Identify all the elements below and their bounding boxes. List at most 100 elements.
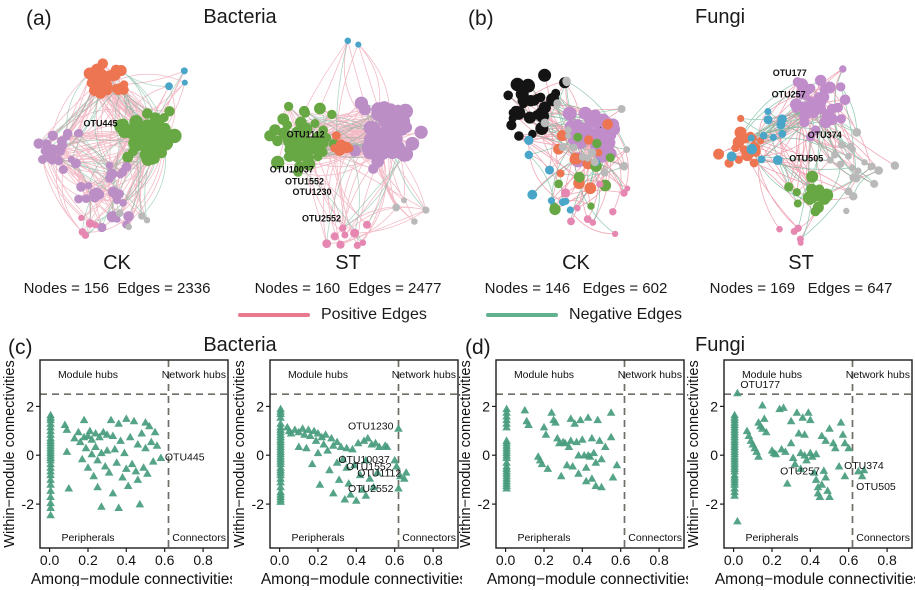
- svg-text:0.8: 0.8: [877, 552, 897, 568]
- svg-text:OTU1112: OTU1112: [357, 467, 401, 479]
- scatter-points: [502, 404, 622, 492]
- quadrant-peripherals: Peripherals: [291, 532, 344, 544]
- svg-text:-2: -2: [478, 496, 491, 512]
- quadrant-network-hubs: Network hubs: [846, 369, 910, 381]
- quadrant-peripherals: Peripherals: [745, 532, 798, 544]
- svg-text:OTU257: OTU257: [772, 90, 806, 100]
- scatter-fungi-st: 0.0 0.2 0.4 0.6 0.8 -2 0 2 Module hubs Network hu…: [686, 359, 915, 586]
- svg-text:-2: -2: [706, 496, 719, 512]
- quadrant-module-hubs: Module hubs: [742, 369, 802, 381]
- svg-text:0.4: 0.4: [347, 552, 367, 568]
- plot-frame: [723, 359, 913, 549]
- svg-text:0.8: 0.8: [423, 552, 443, 568]
- positive-edge-label: Positive Edges: [321, 306, 427, 323]
- svg-text:0: 0: [26, 447, 34, 463]
- point-labels: OTU445: [165, 452, 205, 464]
- svg-text:0.2: 0.2: [534, 552, 554, 568]
- panel-b-title: Fungi: [694, 6, 746, 28]
- nodes-group: [33, 58, 188, 239]
- scatter-bacteria-ck: 0.0 0.2 0.4 0.6 0.8 -2 0 2 Module hubs Network hu…: [2, 359, 232, 586]
- svg-text:OTU10037: OTU10037: [270, 165, 314, 175]
- stats-bacteria-ck: Nodes = 156 Edges = 2336: [23, 280, 211, 297]
- nodes-group: [264, 37, 430, 249]
- svg-text:0: 0: [482, 447, 490, 463]
- svg-text:OTU257: OTU257: [780, 466, 820, 478]
- quadrant-connectors: Connectors: [856, 532, 910, 544]
- quadrant-connectors: Connectors: [628, 532, 682, 544]
- panel-d-tag: (d): [465, 336, 491, 359]
- panel-a-title: Bacteria: [203, 6, 277, 28]
- svg-text:0.0: 0.0: [270, 552, 290, 568]
- condition-label-bacteria-ck: CK: [103, 252, 131, 274]
- svg-text:0.8: 0.8: [193, 552, 213, 568]
- quadrant-connectors: Connectors: [172, 532, 226, 544]
- svg-text:0.2: 0.2: [762, 552, 782, 568]
- svg-text:0.6: 0.6: [839, 552, 859, 568]
- network-fungi-ck: [503, 68, 631, 238]
- svg-text:OTU445: OTU445: [165, 452, 205, 464]
- svg-text:0.4: 0.4: [573, 552, 593, 568]
- svg-text:2: 2: [26, 398, 34, 414]
- nodes-group: [713, 65, 900, 246]
- edge-legend: Positive Edges Negative Edges: [238, 306, 682, 324]
- svg-text:-2: -2: [252, 496, 265, 512]
- node-labels-group: OTU445: [83, 119, 117, 129]
- positive-edge-line-swatch: [238, 313, 310, 317]
- y-axis-label: Within−module connectivities: [686, 360, 702, 547]
- svg-text:OTU445: OTU445: [83, 119, 117, 129]
- svg-text:OTU1552: OTU1552: [285, 176, 324, 186]
- svg-text:0.0: 0.0: [724, 552, 744, 568]
- svg-text:0.4: 0.4: [117, 552, 137, 568]
- svg-text:0: 0: [710, 447, 718, 463]
- scatter-points: [46, 410, 166, 519]
- svg-text:OTU1112: OTU1112: [287, 130, 325, 140]
- condition-label-fungi-ck: CK: [562, 252, 590, 274]
- y-axis-label: Within−module connectivities: [458, 360, 474, 547]
- y-axis-label: Within−module connectivities: [232, 360, 248, 547]
- svg-text:-2: -2: [22, 496, 35, 512]
- svg-text:OTU374: OTU374: [844, 460, 884, 472]
- x-axis-label: Among−module connectivities: [715, 571, 915, 586]
- quadrant-network-hubs: Network hubs: [162, 369, 226, 381]
- panel-b-tag: (b): [468, 7, 494, 30]
- x-axis-label: Among−module connectivities: [31, 571, 232, 586]
- svg-text:2: 2: [256, 398, 264, 414]
- scatter-fungi-ck: 0.0 0.2 0.4 0.6 0.8 -2 0 2 Module hubs Network hu…: [458, 359, 688, 586]
- negative-edge-label: Negative Edges: [569, 306, 682, 323]
- quadrant-module-hubs: Module hubs: [514, 369, 574, 381]
- condition-label-fungi-st: ST: [788, 252, 814, 274]
- svg-text:OTU1552: OTU1552: [346, 461, 392, 473]
- panel-d-title: Fungi: [694, 334, 746, 356]
- quadrant-network-hubs: Network hubs: [618, 369, 682, 381]
- stats-fungi-ck: Nodes = 146 Edges = 602: [484, 280, 668, 297]
- svg-text:0.6: 0.6: [155, 552, 175, 568]
- scatter-points: [276, 404, 411, 505]
- quadrant-module-hubs: Module hubs: [58, 369, 118, 381]
- x-axis-label: Among−module connectivities: [261, 571, 462, 586]
- quadrant-peripherals: Peripherals: [517, 532, 570, 544]
- plot-frame: [269, 359, 459, 549]
- scatter-bacteria-st: 0.0 0.2 0.4 0.6 0.8 -2 0 2 Module hubs Network hu…: [232, 359, 462, 586]
- stats-bacteria-st: Nodes = 160 Edges = 2477: [254, 280, 442, 297]
- condition-label-bacteria-st: ST: [335, 252, 361, 274]
- negative-edge-line-swatch: [486, 313, 559, 317]
- svg-text:0.2: 0.2: [308, 552, 328, 568]
- svg-text:2: 2: [482, 398, 490, 414]
- panel-c-title: Bacteria: [203, 334, 277, 356]
- svg-text:0.0: 0.0: [40, 552, 60, 568]
- node-labels-group: OTU177 OTU257 OTU374 OTU505: [772, 68, 842, 164]
- svg-text:0.0: 0.0: [496, 552, 516, 568]
- svg-text:0: 0: [256, 447, 264, 463]
- x-axis-label: Among−module connectivities: [487, 571, 688, 586]
- svg-text:OTU177: OTU177: [740, 379, 780, 391]
- y-axis-label: Within−module connectivities: [2, 360, 18, 547]
- panel-c-tag: (c): [8, 336, 33, 359]
- plot-frame: [495, 359, 685, 549]
- nodes-group: [503, 68, 631, 238]
- svg-text:0.8: 0.8: [649, 552, 669, 568]
- legend-item-negative: Negative Edges: [486, 306, 682, 324]
- svg-text:OTU177: OTU177: [773, 68, 807, 78]
